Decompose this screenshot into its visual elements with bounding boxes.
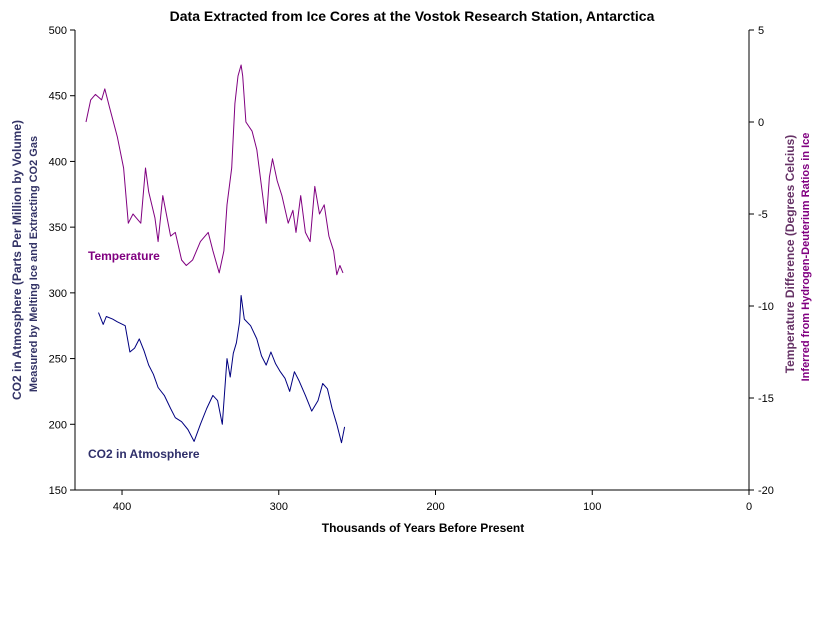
temperature-series-line [85, 64, 344, 276]
x-axis-ticks: 400 300 200 100 0 [113, 490, 752, 513]
right-tick-label: 5 [758, 25, 764, 37]
x-tick-label: 300 [270, 501, 288, 513]
chart-title: Data Extracted from Ice Cores at the Vos… [170, 8, 655, 24]
right-tick-label: -20 [758, 485, 774, 497]
series-layer [85, 64, 346, 444]
temperature-series-label: Temperature [88, 249, 160, 263]
right-tick-label: 0 [758, 117, 764, 129]
left-axis-label: CO2 in Atmosphere (Parts Per Million by … [10, 120, 24, 400]
x-axis-label: Thousands of Years Before Present [322, 521, 525, 535]
left-tick-label: 150 [49, 485, 67, 497]
left-axis-sublabel: Measured by Melting Ice and Extracting C… [28, 136, 40, 392]
x-tick-label: 200 [426, 501, 444, 513]
right-axis-ticks: 5 0 -5 -10 -15 -20 [749, 25, 774, 497]
left-tick-label: 450 [49, 91, 67, 103]
left-tick-label: 250 [49, 354, 67, 366]
left-tick-label: 300 [49, 288, 67, 300]
left-tick-label: 400 [49, 156, 67, 168]
left-tick-label: 200 [49, 419, 67, 431]
co2-series-line [98, 295, 346, 444]
x-tick-label: 0 [746, 501, 752, 513]
right-tick-label: -5 [758, 209, 768, 221]
x-tick-label: 100 [583, 501, 601, 513]
co2-series-label: CO2 in Atmosphere [88, 447, 200, 461]
left-tick-label: 350 [49, 222, 67, 234]
right-axis-sublabel: Inferred from Hydrogen-Deuterium Ratios … [800, 133, 812, 382]
right-tick-label: -15 [758, 393, 774, 405]
x-tick-label: 400 [113, 501, 131, 513]
plot-area [74, 30, 750, 491]
right-axis-label: Temperature Difference (Degrees Celcius) [783, 135, 797, 374]
left-tick-label: 500 [49, 25, 67, 37]
right-tick-label: -10 [758, 301, 774, 313]
left-axis-ticks: 500 450 400 350 300 250 200 150 [49, 25, 75, 497]
